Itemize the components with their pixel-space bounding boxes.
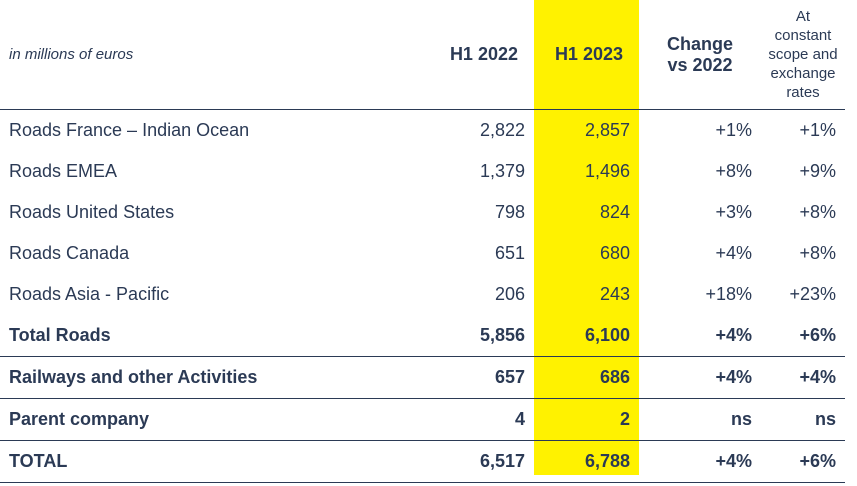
cell-constant: +9% bbox=[799, 161, 836, 181]
row-label: TOTAL bbox=[0, 440, 423, 483]
table-row-total-roads: Total Roads 5,856 6,100 +4% +6% bbox=[0, 315, 845, 357]
cell-h1-2022: 4 bbox=[423, 398, 534, 441]
cell-h1-2023: 824 bbox=[599, 202, 630, 222]
cell-change: +8% bbox=[715, 161, 752, 181]
cell-change: +4% bbox=[715, 243, 752, 263]
header-change-line1: Change bbox=[666, 33, 733, 54]
header-constant-line: exchange bbox=[770, 65, 836, 82]
cell-h1-2023: 2 bbox=[534, 398, 639, 441]
row-label: Railways and other Activities bbox=[0, 356, 423, 399]
row-label: Roads United States bbox=[9, 202, 175, 222]
table-row: Roads EMEA 1,379 1,496 +8% +9% bbox=[0, 151, 845, 192]
header-constant-line: At bbox=[795, 8, 811, 25]
table-row: Roads Asia - Pacific 206 243 +18% +23% bbox=[0, 274, 845, 315]
table-row: Roads United States 798 824 +3% +8% bbox=[0, 192, 845, 233]
header-constant-line: constant bbox=[774, 27, 832, 44]
cell-h1-2022: 798 bbox=[494, 202, 525, 222]
cell-constant: +4% bbox=[761, 356, 845, 399]
cell-change: +1% bbox=[715, 120, 752, 140]
cell-h1-2023: 680 bbox=[599, 243, 630, 263]
row-label: Roads France – Indian Ocean bbox=[9, 120, 250, 140]
cell-h1-2023: 6,788 bbox=[534, 440, 639, 483]
header-constant-line: rates bbox=[786, 84, 820, 101]
cell-h1-2023: 2,857 bbox=[584, 120, 630, 140]
cell-change: +4% bbox=[639, 356, 761, 399]
cell-constant: +8% bbox=[799, 202, 836, 222]
cell-h1-2023: 6,100 bbox=[584, 325, 630, 345]
header-change: Change vs 2022 bbox=[639, 0, 761, 110]
header-change-line2: vs 2022 bbox=[667, 54, 733, 75]
table-row-grand-total: TOTAL 6,517 6,788 +4% +6% bbox=[0, 440, 845, 483]
table-row: Roads France – Indian Ocean 2,822 2,857 … bbox=[0, 110, 845, 152]
cell-change: ns bbox=[639, 398, 761, 441]
cell-constant: +1% bbox=[799, 120, 836, 140]
cell-change: +4% bbox=[715, 325, 752, 345]
cell-h1-2022: 2,822 bbox=[479, 120, 525, 140]
table-row-railways: Railways and other Activities 657 686 +4… bbox=[0, 356, 845, 399]
cell-h1-2023: 1,496 bbox=[584, 161, 630, 181]
units-label: in millions of euros bbox=[0, 0, 423, 110]
row-label: Parent company bbox=[0, 398, 423, 441]
header-constant-scope: At constant scope and exchange rates bbox=[761, 0, 845, 110]
cell-change: +4% bbox=[639, 440, 761, 483]
cell-h1-2022: 1,379 bbox=[479, 161, 525, 181]
header-h1-2022: H1 2022 bbox=[423, 0, 534, 110]
row-label: Roads Canada bbox=[9, 243, 130, 263]
table-row-parent-company: Parent company 4 2 ns ns bbox=[0, 398, 845, 441]
header-h1-2023: H1 2023 bbox=[534, 0, 639, 110]
row-label: Roads Asia - Pacific bbox=[9, 284, 170, 304]
cell-constant: +8% bbox=[799, 243, 836, 263]
cell-change: +18% bbox=[705, 284, 752, 304]
cell-h1-2022: 6,517 bbox=[423, 440, 534, 483]
cell-h1-2022: 657 bbox=[423, 356, 534, 399]
cell-h1-2022: 651 bbox=[494, 243, 525, 263]
cell-constant: +23% bbox=[789, 284, 836, 304]
table-row: Roads Canada 651 680 +4% +8% bbox=[0, 233, 845, 274]
cell-change: +3% bbox=[715, 202, 752, 222]
cell-h1-2023: 686 bbox=[534, 356, 639, 399]
cell-constant: +6% bbox=[799, 325, 836, 345]
cell-h1-2022: 206 bbox=[494, 284, 525, 304]
row-label: Total Roads bbox=[9, 325, 111, 345]
cell-constant: +6% bbox=[761, 440, 845, 483]
table-header-row: in millions of euros H1 2022 H1 2023 Cha… bbox=[0, 0, 845, 110]
revenue-table: in millions of euros H1 2022 H1 2023 Cha… bbox=[0, 0, 845, 483]
row-label: Roads EMEA bbox=[9, 161, 118, 181]
header-constant-line: scope and bbox=[768, 46, 838, 63]
cell-h1-2022: 5,856 bbox=[479, 325, 525, 345]
cell-h1-2023: 243 bbox=[599, 284, 630, 304]
cell-constant: ns bbox=[761, 398, 845, 441]
